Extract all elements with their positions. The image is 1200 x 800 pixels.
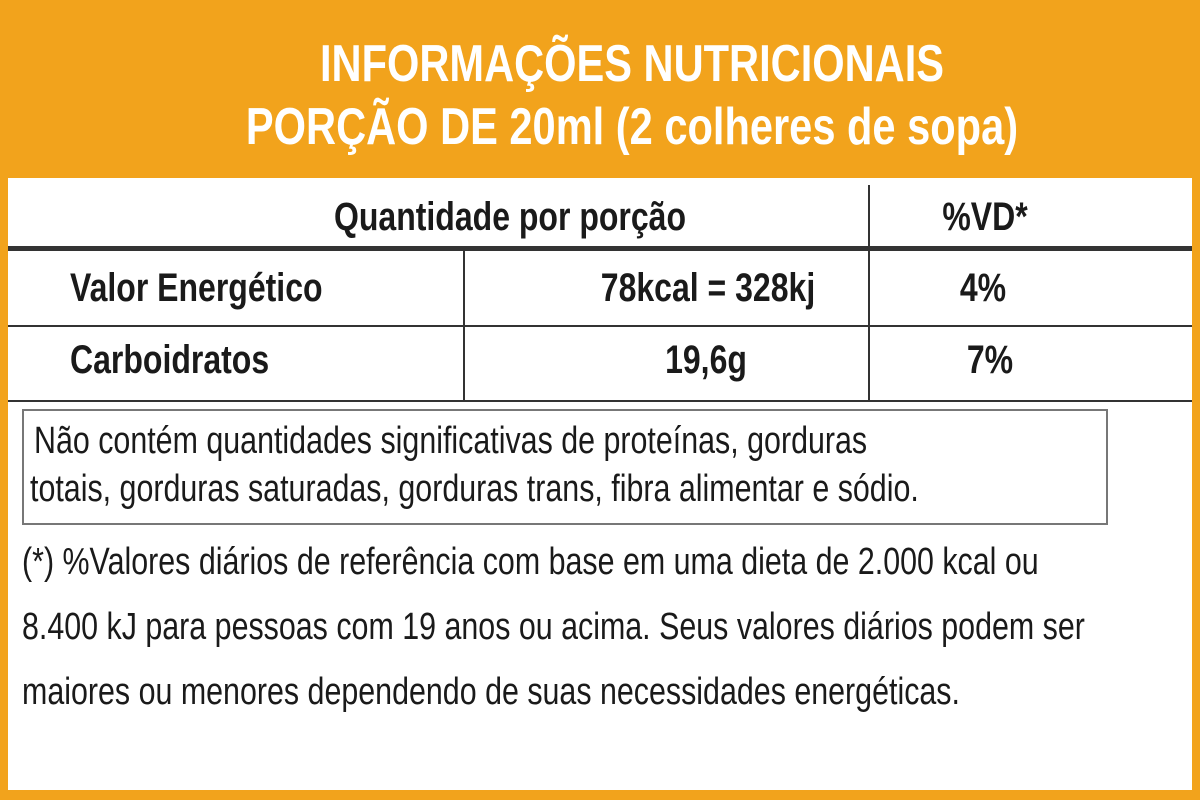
nutrient-name: Valor Energético bbox=[70, 266, 323, 310]
subtitle: PORÇÃO DE 20ml (2 colheres de sopa) bbox=[245, 98, 1019, 156]
amount: 19,6g bbox=[665, 338, 747, 382]
footnote-line: 8.400 kJ para pessoas com 19 anos ou aci… bbox=[22, 606, 1085, 648]
column-header: Quantidade por porção bbox=[333, 195, 687, 239]
nutrient-name: Carboidratos bbox=[70, 338, 270, 382]
title: INFORMAÇÕES NUTRICIONAIS bbox=[320, 35, 944, 93]
note-line: totais, gorduras saturadas, gorduras tra… bbox=[30, 468, 919, 510]
divider bbox=[463, 248, 465, 400]
column-header: %VD* bbox=[942, 195, 1028, 239]
divider bbox=[8, 400, 1192, 402]
footnote-line: maiores ou menores dependendo de suas ne… bbox=[22, 671, 960, 713]
footnote-line: (*) %Valores diários de referência com b… bbox=[22, 541, 1039, 583]
daily-value: 7% bbox=[966, 338, 1014, 382]
divider bbox=[868, 185, 870, 400]
divider bbox=[8, 246, 1192, 251]
note-box bbox=[22, 409, 1108, 525]
daily-value: 4% bbox=[959, 266, 1007, 310]
amount: 78kcal = 328kj bbox=[600, 266, 816, 310]
divider bbox=[8, 325, 1192, 327]
note-line: Não contém quantidades significativas de… bbox=[34, 420, 868, 462]
panel bbox=[8, 178, 1192, 790]
